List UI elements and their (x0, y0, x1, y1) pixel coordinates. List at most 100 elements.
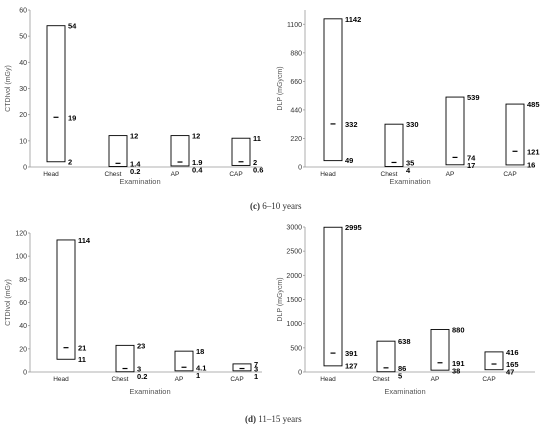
caption-d: (d) 11–15 years (245, 414, 302, 424)
range-bar (384, 123, 404, 167)
median-label: 332 (345, 120, 358, 129)
min-label: 17 (467, 161, 475, 170)
caption-d-text: 11–15 years (258, 414, 302, 424)
y-tick-label: 3000 (286, 225, 302, 232)
caption-c: (c) 6–10 years (250, 201, 302, 211)
y-axis-title: DLP (mGycm) (277, 277, 284, 321)
y-tick-label: 220 (290, 136, 302, 143)
x-axis-title: Examination (389, 177, 430, 186)
max-label: 12 (192, 132, 200, 141)
max-label: 330 (406, 120, 419, 129)
category-label: Chest (105, 171, 122, 178)
min-label: 5 (398, 371, 402, 380)
y-tick-label: 0 (23, 370, 27, 377)
x-axis-title: Examination (119, 177, 160, 186)
y-tick-label: 100 (15, 254, 27, 261)
category-label: CAP (229, 171, 242, 178)
range-bar (46, 25, 66, 163)
category-label: AP (175, 376, 184, 383)
y-tick-label: 660 (290, 79, 302, 86)
median-label: 1.4 (130, 159, 141, 168)
category-label: Head (43, 171, 59, 178)
range-bar (174, 350, 194, 372)
median-label: 3 (254, 365, 258, 374)
y-tick-label: 60 (19, 300, 27, 307)
caption-c-letter: (c) (250, 201, 260, 211)
category-label: Head (53, 376, 69, 383)
min-label: 11 (78, 355, 86, 364)
y-tick-label: 80 (19, 277, 27, 284)
min-label: 0.4 (192, 166, 203, 175)
max-label: 18 (196, 347, 204, 356)
min-label: 49 (345, 156, 353, 165)
min-label: 47 (506, 368, 514, 377)
category-label: AP (446, 171, 455, 178)
min-label: 1 (254, 372, 258, 381)
category-label: Chest (381, 171, 398, 178)
max-label: 12 (130, 132, 138, 141)
min-label: 38 (452, 366, 460, 375)
median-label: 4.1 (196, 363, 206, 372)
y-tick-label: 1500 (286, 297, 302, 304)
median-label: 165 (506, 360, 519, 369)
range-bar (232, 363, 252, 372)
min-label: 16 (527, 160, 535, 169)
category-label: CAP (482, 376, 495, 383)
category-label: Head (320, 171, 336, 178)
min-label: 2 (68, 157, 72, 166)
y-tick-label: 40 (19, 323, 27, 330)
median-label: 1.9 (192, 158, 202, 167)
max-label: 114 (78, 236, 91, 245)
category-label: Chest (373, 376, 390, 383)
category-label: CAP (503, 171, 516, 178)
max-label: 11 (253, 134, 261, 143)
median-label: 19 (68, 113, 76, 122)
y-tick-label: 20 (19, 112, 27, 119)
range-bar (445, 96, 465, 166)
y-tick-label: 0 (23, 165, 27, 172)
caption-c-text: 6–10 years (262, 201, 302, 211)
y-tick-label: 0 (298, 370, 302, 377)
range-bar (170, 135, 190, 167)
y-tick-label: 440 (290, 107, 302, 114)
max-label: 1142 (345, 15, 361, 24)
median-label: 3 (137, 365, 141, 374)
median-label: 86 (398, 364, 406, 373)
category-label: AP (431, 376, 440, 383)
median-label: 2 (253, 158, 257, 167)
max-label: 638 (398, 337, 411, 346)
y-tick-label: 10 (19, 138, 27, 145)
y-axis-title: CTDIvol (mGy) (5, 65, 12, 112)
category-label: CAP (230, 376, 243, 383)
y-tick-label: 2000 (286, 273, 302, 280)
y-tick-label: 40 (19, 60, 27, 67)
min-label: 0.6 (253, 165, 263, 174)
y-tick-label: 50 (19, 34, 27, 41)
median-label: 191 (452, 359, 465, 368)
category-label: Head (320, 376, 336, 383)
range-bar (430, 329, 450, 371)
range-bar (231, 137, 251, 166)
range-bar (323, 18, 343, 162)
y-axis-title: CTDIvol (mGy) (5, 279, 12, 326)
max-label: 7 (254, 360, 258, 369)
y-tick-label: 2500 (286, 249, 302, 256)
y-tick-label: 1100 (287, 22, 302, 29)
y-tick-label: 1000 (286, 321, 302, 328)
range-bar (484, 351, 504, 371)
y-tick-label: 20 (19, 346, 27, 353)
y-tick-label: 60 (19, 8, 27, 15)
median-label: 21 (78, 344, 86, 353)
min-label: 127 (345, 361, 358, 370)
median-label: 35 (406, 158, 414, 167)
y-tick-label: 120 (15, 231, 27, 238)
min-label: 0.2 (137, 372, 147, 381)
range-bar (323, 226, 343, 367)
max-label: 2995 (345, 223, 362, 232)
max-label: 23 (137, 341, 145, 350)
y-axis-title: DLP (mGycm) (277, 66, 284, 110)
category-label: AP (171, 171, 180, 178)
max-label: 539 (467, 93, 480, 102)
min-label: 0.2 (130, 167, 140, 176)
